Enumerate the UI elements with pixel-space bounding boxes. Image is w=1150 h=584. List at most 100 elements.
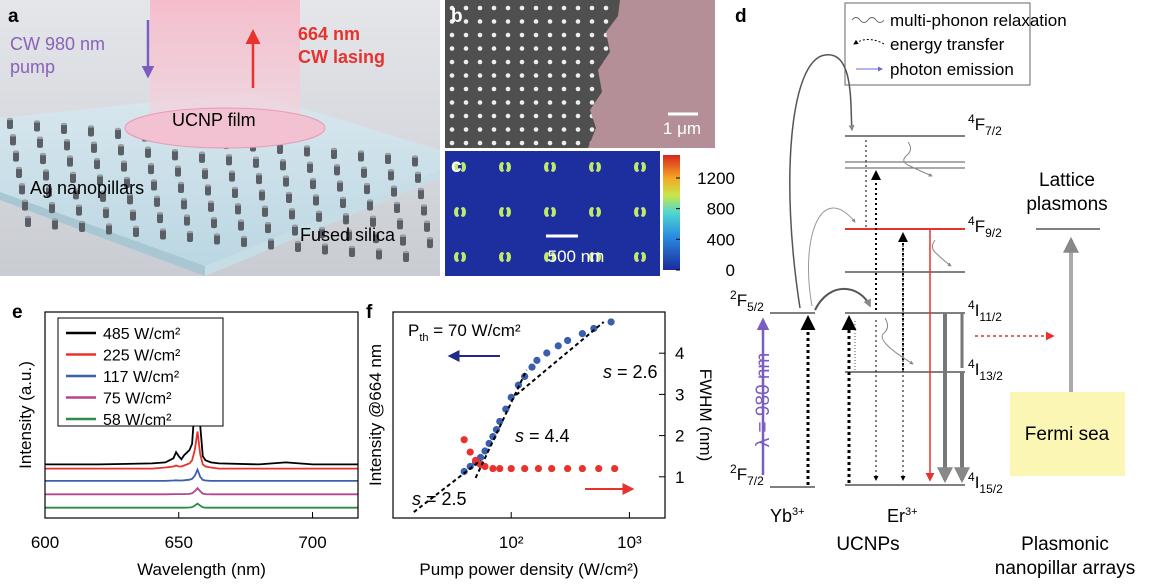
pillar	[91, 142, 97, 153]
sem-dot	[463, 140, 469, 146]
pillar-top	[313, 194, 319, 197]
pillar	[427, 238, 433, 249]
sem-dot	[561, 86, 567, 92]
text-part: F	[975, 115, 985, 134]
data-point	[595, 464, 603, 473]
pillar-top	[37, 136, 43, 140]
sem-dot	[519, 19, 525, 24]
colorbar-tick-label: 800	[707, 200, 735, 219]
pillar	[277, 144, 283, 154]
pillar	[259, 190, 265, 201]
pillar-top	[157, 211, 163, 215]
sem-dot	[463, 59, 469, 65]
sem-dot	[575, 140, 581, 146]
fermi-sea	[1010, 392, 1125, 476]
pillar-top	[403, 250, 409, 254]
text-part: s	[603, 362, 612, 382]
text-part: 13/2	[979, 369, 1003, 383]
pillar	[199, 152, 205, 163]
hotspot	[503, 163, 507, 171]
pillar-top	[364, 182, 370, 186]
pillar-top	[205, 184, 211, 187]
pillar-top	[427, 236, 433, 240]
pillar	[346, 230, 352, 241]
pillar	[394, 203, 400, 213]
pillar	[94, 159, 100, 170]
sem-dot	[505, 140, 511, 146]
x-tick-label: 10²	[499, 533, 524, 552]
pillar-top	[25, 215, 31, 219]
legend-label: 485 W/cm²	[103, 326, 181, 343]
pillar-top	[118, 144, 124, 147]
pillar-top	[286, 191, 292, 195]
x-tick-label: 700	[298, 533, 326, 552]
spectrum	[45, 467, 358, 482]
text-part: F	[737, 465, 747, 484]
sem-dot	[547, 19, 553, 24]
slope-label: s = 2.6	[603, 362, 658, 382]
sem-dot	[491, 100, 497, 105]
legend-label: 58 W/cm²	[103, 412, 172, 429]
pillar	[103, 208, 109, 219]
legend-box	[844, 2, 1031, 86]
sem-dot	[449, 86, 455, 92]
text-part: = 4.4	[524, 426, 570, 446]
sem-dot	[589, 19, 595, 24]
sem-dot	[491, 32, 497, 38]
pillar-top	[91, 141, 97, 145]
sem-dot	[449, 140, 455, 146]
pillar	[73, 189, 79, 200]
pillar-top	[265, 221, 271, 225]
sem-dot	[463, 113, 469, 119]
sem-dot	[491, 46, 497, 51]
pillar-top	[334, 164, 340, 167]
sem-dot	[603, 46, 609, 51]
sem-dot	[561, 46, 567, 51]
sem-dot	[477, 5, 483, 11]
pillar-top	[106, 223, 112, 226]
colorbar-tick-label: 1200	[697, 169, 735, 188]
pillar	[151, 180, 157, 191]
hotspot	[503, 208, 507, 216]
pillar	[283, 176, 289, 187]
pillar-top	[40, 152, 46, 156]
text-part: 4	[968, 357, 975, 371]
pillar	[307, 162, 313, 173]
substrate-label: Fused silica	[300, 225, 396, 245]
data-point	[611, 464, 619, 473]
pillar	[208, 201, 214, 212]
pillar	[148, 164, 154, 175]
pillar-top	[226, 154, 232, 157]
hotspot	[593, 163, 597, 171]
pillar	[61, 124, 67, 134]
data-point	[514, 381, 522, 389]
pillar-top	[73, 188, 79, 191]
pillar-top	[214, 233, 220, 236]
sem-dot	[561, 127, 567, 132]
pillar-top	[181, 198, 187, 201]
pillar-top	[148, 162, 154, 166]
pillar	[280, 160, 286, 171]
sem-dot	[533, 5, 539, 11]
pillar	[133, 227, 139, 237]
data-point	[564, 336, 572, 345]
text-part: F	[737, 291, 747, 310]
sem-dot	[505, 5, 511, 11]
colorbar	[663, 155, 680, 270]
panel-label: b	[451, 6, 463, 27]
pillar-top	[415, 171, 421, 175]
pillar-top	[64, 139, 70, 142]
level-label: 2F7/2	[730, 462, 764, 488]
text-part: 2	[730, 462, 737, 476]
sem-dot	[575, 113, 581, 119]
pillar-top	[304, 145, 310, 148]
sem-dot	[547, 140, 553, 146]
y-axis-label: Intensity @664 nm	[366, 344, 385, 486]
hotspot	[593, 253, 597, 261]
pillar-top	[376, 248, 382, 251]
sem-dot	[589, 73, 595, 78]
data-point	[521, 464, 529, 473]
sem-dot	[575, 86, 581, 92]
legend-wavy	[851, 17, 885, 23]
sem-dot	[575, 100, 581, 105]
